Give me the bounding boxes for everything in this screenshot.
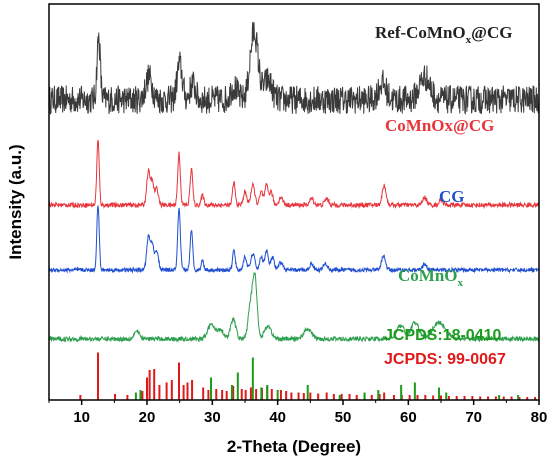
y-axis-title: Intensity (a.u.) xyxy=(6,144,25,259)
x-tick-label-50: 50 xyxy=(335,409,352,426)
x-tick-label-70: 70 xyxy=(465,409,482,426)
x-tick-label-60: 60 xyxy=(400,409,417,426)
x-tick-label-10: 10 xyxy=(73,409,90,426)
plot-frame xyxy=(48,3,540,401)
series-line-ref-comnox-cg xyxy=(48,22,540,115)
series-label-comnox-cg: CoMnOx@CG xyxy=(385,116,494,135)
x-tick-label-30: 30 xyxy=(204,409,221,426)
series-line-cg xyxy=(48,205,540,274)
reference-pattern-layer xyxy=(79,352,537,400)
series-label-ref-comnox-cg: Ref-CoMnOx@CG xyxy=(375,23,512,46)
series-label-comnox: CoMnOx xyxy=(398,266,464,289)
x-tick-label-20: 20 xyxy=(139,409,156,426)
series-line-comnox-cg xyxy=(48,139,540,210)
x-axis-title: 2-Theta (Degree) xyxy=(227,437,361,456)
x-tick-label-40: 40 xyxy=(269,409,286,426)
series-line-comnox xyxy=(48,272,540,343)
reference-label-jcpds-18-0410: JCPDS:18-0410 xyxy=(384,327,502,344)
reference-label-jcpds-99-0067: JCPDS: 99-0067 xyxy=(384,351,506,368)
series-layer xyxy=(48,22,540,343)
series-label-cg: CG xyxy=(439,187,465,206)
x-axis-ticks: 10 20 30 40 50 60 70 80 xyxy=(48,400,548,426)
x-tick-label-80: 80 xyxy=(531,409,548,426)
